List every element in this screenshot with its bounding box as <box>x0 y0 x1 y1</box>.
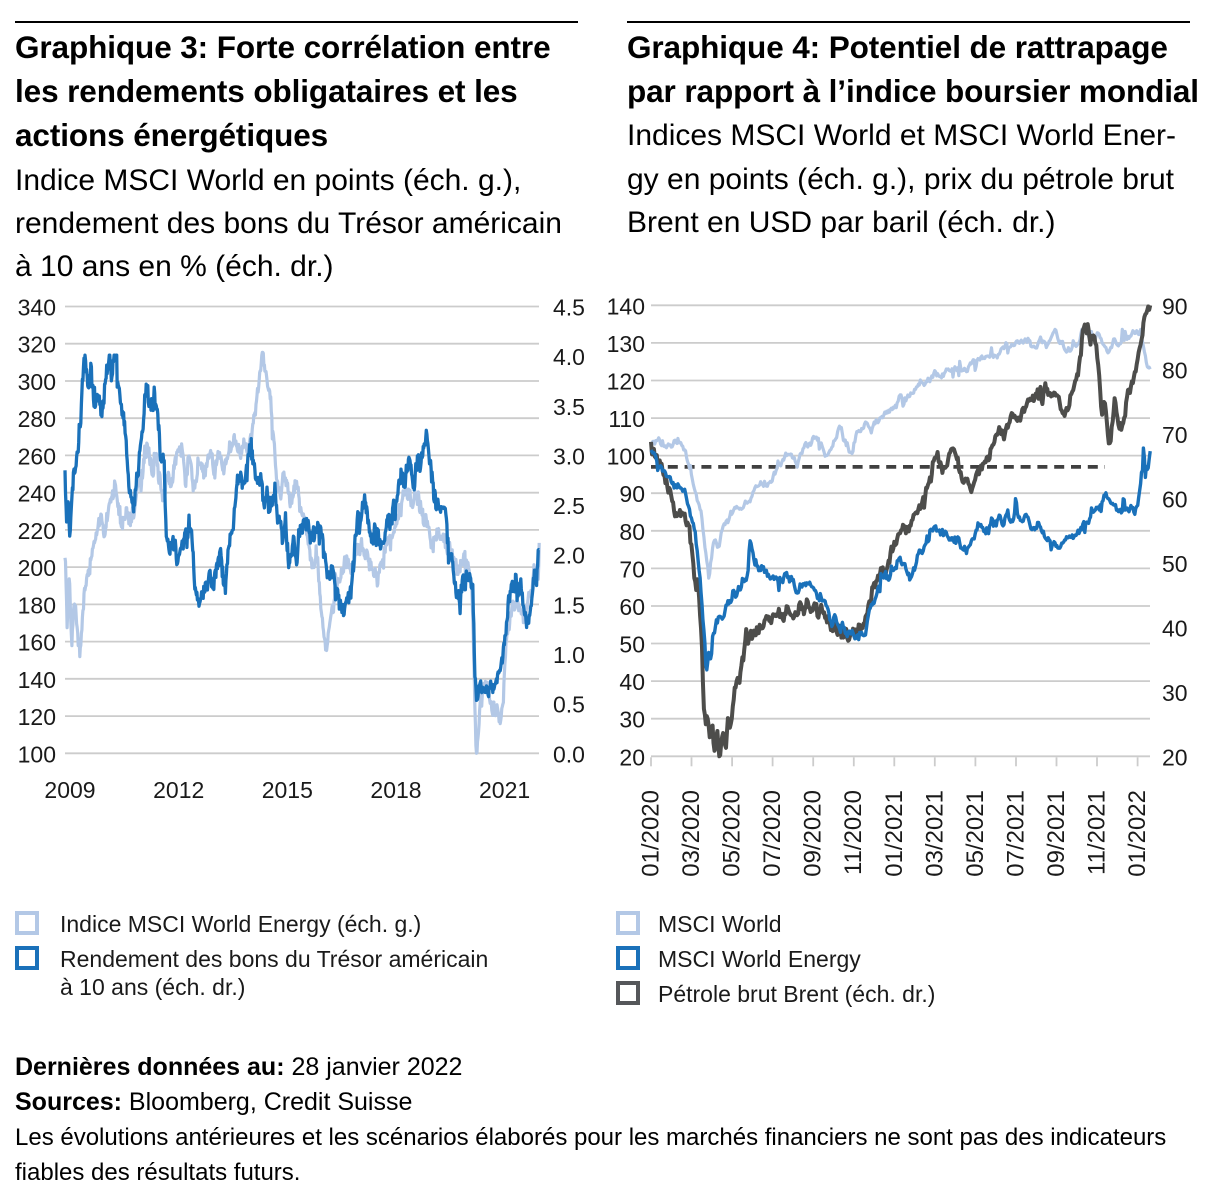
svg-text:2009: 2009 <box>44 777 95 803</box>
svg-text:200: 200 <box>18 555 56 581</box>
svg-text:03/2020: 03/2020 <box>678 790 705 877</box>
svg-text:140: 140 <box>18 667 56 693</box>
svg-text:2012: 2012 <box>153 777 204 803</box>
svg-text:120: 120 <box>607 369 645 395</box>
svg-text:20: 20 <box>1162 744 1188 770</box>
svg-text:70: 70 <box>1162 422 1188 448</box>
svg-text:2018: 2018 <box>370 777 421 803</box>
svg-text:03/2021: 03/2021 <box>921 790 948 877</box>
svg-text:240: 240 <box>18 481 56 507</box>
svg-text:280: 280 <box>18 406 56 432</box>
svg-text:2021: 2021 <box>479 777 530 803</box>
svg-text:09/2021: 09/2021 <box>1043 790 1070 877</box>
svg-text:2.0: 2.0 <box>553 543 585 569</box>
svg-text:140: 140 <box>607 293 645 319</box>
svg-text:340: 340 <box>18 295 56 321</box>
svg-text:3.0: 3.0 <box>553 443 585 469</box>
svg-text:0.0: 0.0 <box>553 741 585 767</box>
svg-text:07/2020: 07/2020 <box>759 790 786 877</box>
svg-text:30: 30 <box>619 707 645 733</box>
svg-text:4.5: 4.5 <box>553 295 585 321</box>
svg-text:3.5: 3.5 <box>553 394 585 420</box>
svg-text:80: 80 <box>1162 358 1188 384</box>
svg-text:50: 50 <box>1162 551 1188 577</box>
svg-text:100: 100 <box>607 444 645 470</box>
svg-text:110: 110 <box>608 406 645 432</box>
svg-text:90: 90 <box>619 481 645 507</box>
svg-text:30: 30 <box>1162 680 1188 706</box>
svg-text:20: 20 <box>619 744 645 770</box>
svg-text:05/2020: 05/2020 <box>719 790 746 877</box>
svg-text:11/2021: 11/2021 <box>1084 790 1111 875</box>
svg-text:300: 300 <box>18 369 56 395</box>
svg-text:2015: 2015 <box>262 777 313 803</box>
svg-text:09/2020: 09/2020 <box>800 790 827 877</box>
svg-text:260: 260 <box>18 443 56 469</box>
svg-text:320: 320 <box>18 332 56 358</box>
svg-text:01/2022: 01/2022 <box>1124 790 1151 877</box>
svg-text:0.5: 0.5 <box>553 692 585 718</box>
svg-text:80: 80 <box>619 519 645 545</box>
svg-text:60: 60 <box>619 594 645 620</box>
svg-text:70: 70 <box>619 556 645 582</box>
svg-text:01/2020: 01/2020 <box>638 790 665 877</box>
svg-text:4.0: 4.0 <box>553 344 585 370</box>
svg-text:50: 50 <box>619 632 645 658</box>
svg-text:100: 100 <box>18 741 56 767</box>
svg-text:130: 130 <box>607 331 645 357</box>
svg-text:160: 160 <box>18 630 56 656</box>
svg-text:01/2021: 01/2021 <box>881 790 908 877</box>
svg-text:05/2021: 05/2021 <box>962 790 989 877</box>
svg-text:1.0: 1.0 <box>553 642 585 668</box>
svg-text:40: 40 <box>1162 615 1188 641</box>
svg-text:180: 180 <box>18 592 56 618</box>
svg-text:220: 220 <box>18 518 56 544</box>
svg-text:90: 90 <box>1162 293 1188 319</box>
svg-text:40: 40 <box>619 669 645 695</box>
svg-text:120: 120 <box>18 704 56 730</box>
svg-text:1.5: 1.5 <box>553 592 585 618</box>
svg-text:60: 60 <box>1162 487 1188 513</box>
svg-text:2.5: 2.5 <box>553 493 585 519</box>
svg-text:11/2020: 11/2020 <box>840 790 867 875</box>
svg-text:07/2021: 07/2021 <box>1003 790 1030 877</box>
